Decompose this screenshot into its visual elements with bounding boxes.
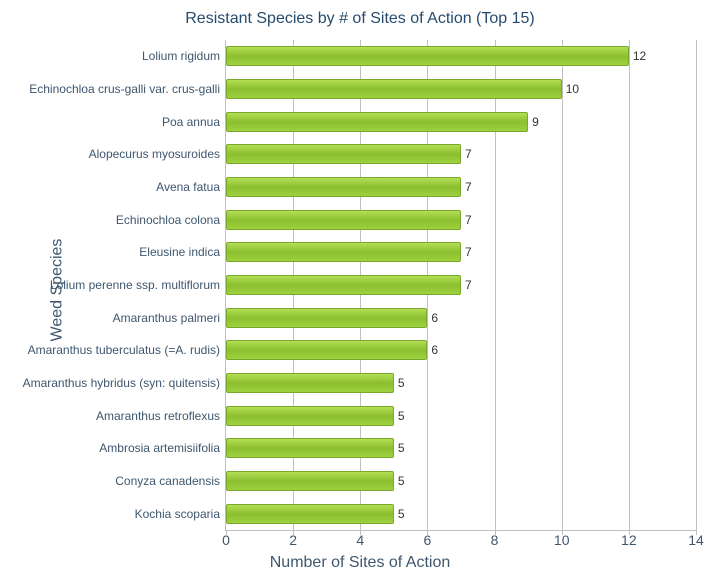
bar-row: Amaranthus tuberculatus (=A. rudis)6 (226, 334, 696, 367)
value-label: 6 (427, 343, 438, 357)
bar (226, 438, 394, 458)
x-axis-label: Number of Sites of Action (0, 554, 720, 572)
chart-container: Resistant Species by # of Sites of Actio… (0, 0, 720, 580)
x-tick-label: 2 (289, 532, 297, 548)
bar-row: Amaranthus hybridus (syn: quitensis)5 (226, 367, 696, 400)
category-label: Amaranthus tuberculatus (=A. rudis) (28, 343, 226, 357)
bar-row: Amaranthus retroflexus5 (226, 399, 696, 432)
category-label: Amaranthus retroflexus (96, 409, 226, 423)
bar-row: Conyza canadensis5 (226, 465, 696, 498)
bar (226, 242, 461, 262)
bar (226, 210, 461, 230)
bar-row: Alopecurus myosuroides7 (226, 138, 696, 171)
value-label: 7 (461, 213, 472, 227)
bar-row: Amaranthus palmeri6 (226, 301, 696, 334)
value-label: 5 (394, 409, 405, 423)
bar (226, 112, 528, 132)
value-label: 9 (528, 115, 539, 129)
bar (226, 406, 394, 426)
value-label: 6 (427, 311, 438, 325)
x-tick-label: 14 (688, 532, 704, 548)
bar-row: Kochia scoparia5 (226, 497, 696, 530)
value-label: 5 (394, 376, 405, 390)
category-label: Echinochloa crus-galli var. crus-galli (29, 82, 226, 96)
category-label: Conyza canadensis (115, 474, 226, 488)
chart-title: Resistant Species by # of Sites of Actio… (0, 10, 720, 28)
x-tick-label: 8 (491, 532, 499, 548)
category-label: Ambrosia artemisiifolia (99, 441, 226, 455)
bar (226, 504, 394, 524)
x-tick-label: 4 (356, 532, 364, 548)
bar (226, 373, 394, 393)
x-tick-label: 0 (222, 532, 230, 548)
value-label: 5 (394, 441, 405, 455)
category-label: Avena fatua (156, 180, 226, 194)
bar-row: Ambrosia artemisiifolia5 (226, 432, 696, 465)
x-tick-label: 6 (424, 532, 432, 548)
value-label: 10 (562, 82, 579, 96)
value-label: 7 (461, 245, 472, 259)
category-label: Echinochloa colona (116, 213, 226, 227)
value-label: 12 (629, 49, 646, 63)
value-label: 7 (461, 180, 472, 194)
value-label: 7 (461, 278, 472, 292)
bar-row: Avena fatua7 (226, 171, 696, 204)
bar-row: Lolium rigidum12 (226, 40, 696, 73)
category-label: Kochia scoparia (135, 507, 226, 521)
category-label: Eleusine indica (139, 245, 226, 259)
x-tick-label: 10 (554, 532, 570, 548)
bar (226, 144, 461, 164)
gridline (696, 40, 697, 530)
category-label: Amaranthus hybridus (syn: quitensis) (23, 376, 226, 390)
category-label: Lolium perenne ssp. multiflorum (50, 278, 226, 292)
category-label: Poa annua (162, 115, 226, 129)
bar (226, 79, 562, 99)
bar (226, 275, 461, 295)
value-label: 5 (394, 474, 405, 488)
bar (226, 177, 461, 197)
bar-row: Eleusine indica7 (226, 236, 696, 269)
value-label: 5 (394, 507, 405, 521)
bar (226, 46, 629, 66)
plot-area: 02468101214Lolium rigidum12Echinochloa c… (225, 40, 696, 531)
bar-row: Echinochloa crus-galli var. crus-galli10 (226, 73, 696, 106)
x-tick-label: 12 (621, 532, 637, 548)
bar (226, 308, 427, 328)
bar-row: Poa annua9 (226, 105, 696, 138)
value-label: 7 (461, 147, 472, 161)
category-label: Lolium rigidum (142, 49, 226, 63)
bar-row: Lolium perenne ssp. multiflorum7 (226, 269, 696, 302)
bar-row: Echinochloa colona7 (226, 203, 696, 236)
bar (226, 340, 427, 360)
category-label: Amaranthus palmeri (113, 311, 226, 325)
category-label: Alopecurus myosuroides (89, 147, 226, 161)
bar (226, 471, 394, 491)
